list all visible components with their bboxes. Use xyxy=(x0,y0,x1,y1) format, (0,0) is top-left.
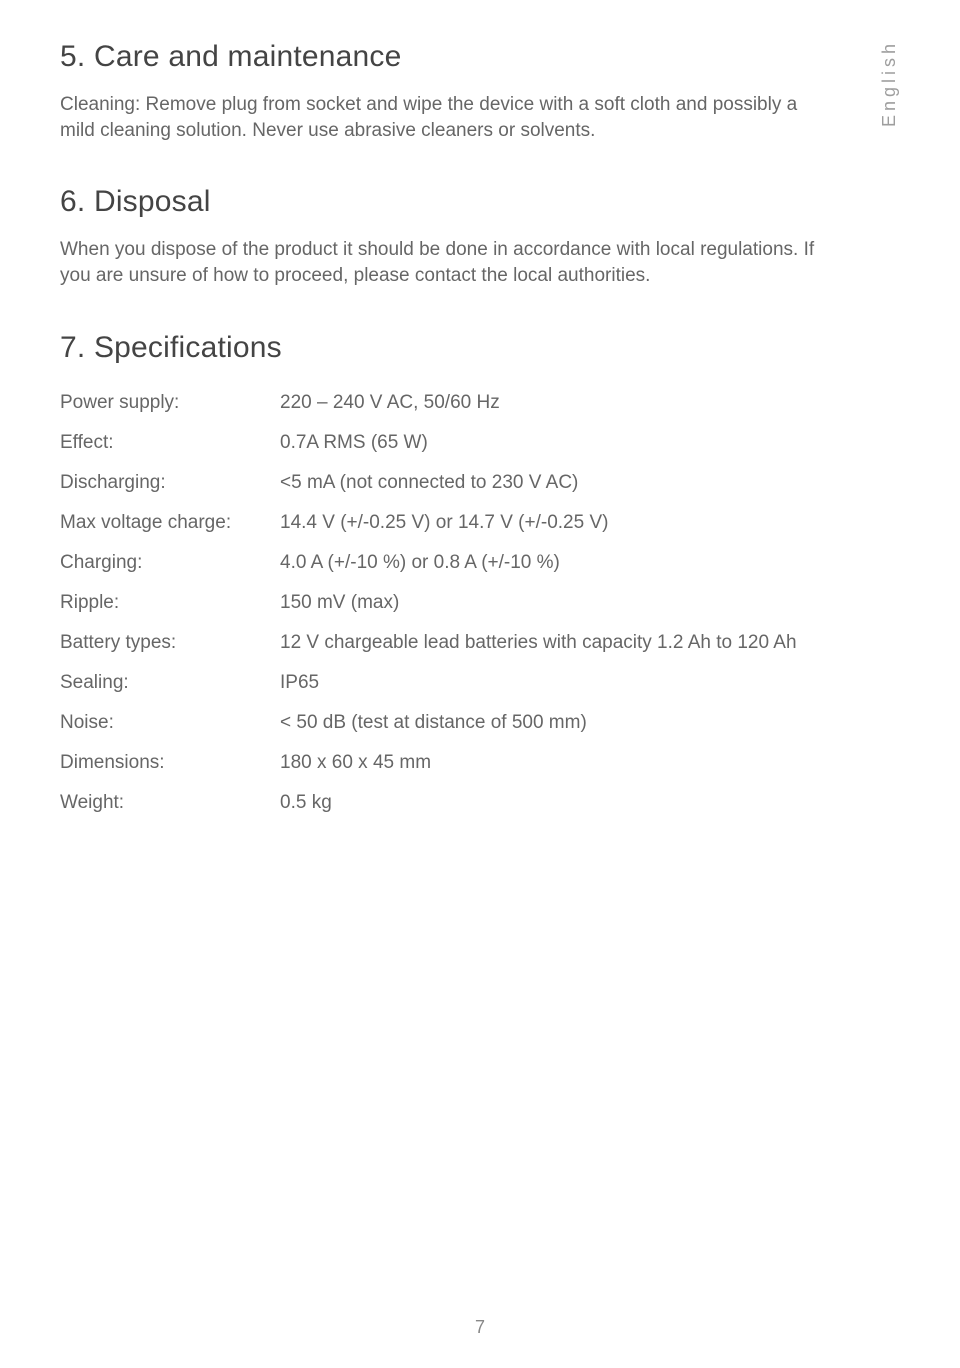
page-number: 7 xyxy=(0,1317,960,1338)
spec-label: Charging: xyxy=(60,543,280,583)
table-row: Effect:0.7A RMS (65 W) xyxy=(60,423,797,463)
specifications-table: Power supply:220 – 240 V AC, 50/60 HzEff… xyxy=(60,383,797,823)
spec-label: Power supply: xyxy=(60,383,280,423)
spec-label: Effect: xyxy=(60,423,280,463)
table-row: Dimensions:180 x 60 x 45 mm xyxy=(60,743,797,783)
section-5-heading: 5. Care and maintenance xyxy=(60,40,900,74)
spec-value: 14.4 V (+/-0.25 V) or 14.7 V (+/-0.25 V) xyxy=(280,503,797,543)
section-7-heading: 7. Specifications xyxy=(60,331,900,365)
language-tab: English xyxy=(879,40,900,127)
section-6-body: When you dispose of the product it shoul… xyxy=(60,237,820,288)
section-5-body: Cleaning: Remove plug from socket and wi… xyxy=(60,92,820,143)
spec-value: <5 mA (not connected to 230 V AC) xyxy=(280,463,797,503)
spec-value: 0.7A RMS (65 W) xyxy=(280,423,797,463)
table-row: Sealing:IP65 xyxy=(60,663,797,703)
spec-label: Noise: xyxy=(60,703,280,743)
spec-value: 220 – 240 V AC, 50/60 Hz xyxy=(280,383,797,423)
table-row: Power supply:220 – 240 V AC, 50/60 Hz xyxy=(60,383,797,423)
spec-value: 150 mV (max) xyxy=(280,583,797,623)
spec-label: Max voltage charge: xyxy=(60,503,280,543)
spec-label: Discharging: xyxy=(60,463,280,503)
table-row: Discharging:<5 mA (not connected to 230 … xyxy=(60,463,797,503)
table-row: Battery types:12 V chargeable lead batte… xyxy=(60,623,797,663)
spec-label: Sealing: xyxy=(60,663,280,703)
section-6-heading: 6. Disposal xyxy=(60,185,900,219)
spec-label: Dimensions: xyxy=(60,743,280,783)
table-row: Charging:4.0 A (+/-10 %) or 0.8 A (+/-10… xyxy=(60,543,797,583)
spec-value: 180 x 60 x 45 mm xyxy=(280,743,797,783)
spec-label: Weight: xyxy=(60,783,280,823)
spec-label: Battery types: xyxy=(60,623,280,663)
table-row: Weight:0.5 kg xyxy=(60,783,797,823)
spec-value: 0.5 kg xyxy=(280,783,797,823)
spec-value: IP65 xyxy=(280,663,797,703)
spec-label: Ripple: xyxy=(60,583,280,623)
table-row: Ripple:150 mV (max) xyxy=(60,583,797,623)
page-content: 5. Care and maintenance Cleaning: Remove… xyxy=(0,0,960,823)
spec-value: 4.0 A (+/-10 %) or 0.8 A (+/-10 %) xyxy=(280,543,797,583)
specifications-body: Power supply:220 – 240 V AC, 50/60 HzEff… xyxy=(60,383,797,823)
table-row: Noise:< 50 dB (test at distance of 500 m… xyxy=(60,703,797,743)
spec-value: < 50 dB (test at distance of 500 mm) xyxy=(280,703,797,743)
spec-value: 12 V chargeable lead batteries with capa… xyxy=(280,623,797,663)
table-row: Max voltage charge:14.4 V (+/-0.25 V) or… xyxy=(60,503,797,543)
